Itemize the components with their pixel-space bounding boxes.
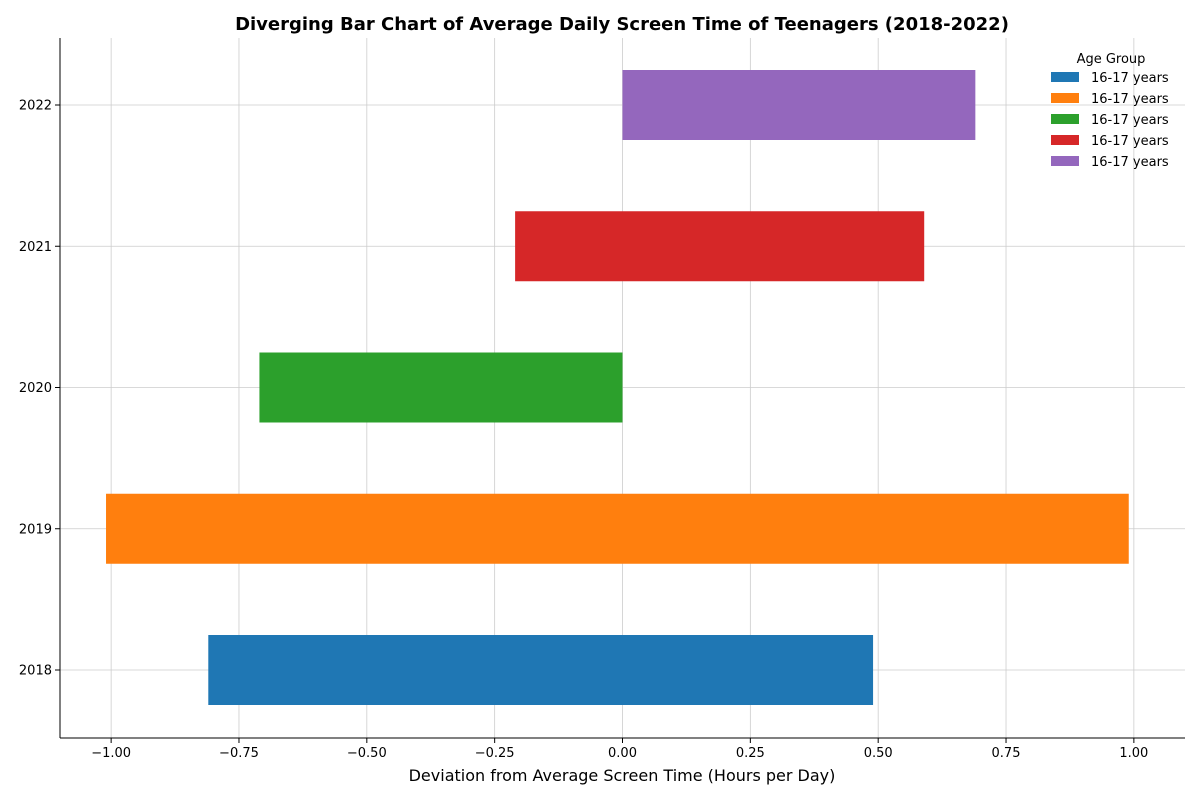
legend-swatch [1051,72,1079,82]
bar-2022 [622,70,976,140]
y-tick-label: 2021 [19,240,52,255]
x-tick-label: 0.25 [736,746,765,761]
legend-entries: 16-17 years 16-17 years 16-17 years 16-17 y… [1051,71,1169,170]
legend-swatch [1051,114,1079,124]
bar-2021 [515,211,925,282]
chart-title: Diverging Bar Chart of Average Daily Scr… [235,14,1009,35]
x-tick-label: −0.50 [347,746,387,761]
legend-swatch [1051,156,1079,166]
x-tick-label: 0.00 [608,746,637,761]
legend-label: 16-17 years [1091,155,1169,170]
legend-swatch [1051,135,1079,145]
x-tick-label: −0.25 [475,746,515,761]
axes-layer: −1.00 −0.75 −0.50 −0.25 0.00 0.25 0.50 0.75 1.00… [19,38,1185,761]
y-tick-label: 2018 [19,664,52,679]
x-tick-label: 1.00 [1119,746,1148,761]
legend-label: 16-17 years [1091,113,1169,128]
bars-layer [106,70,1129,705]
legend-label: 16-17 years [1091,92,1169,107]
bar-2020 [259,352,623,423]
y-tick-label: 2020 [19,381,52,396]
legend-title: Age Group [1077,52,1146,67]
legend-label: 16-17 years [1091,71,1169,86]
bar-2018 [208,635,874,705]
bar-2019 [106,493,1129,564]
x-tick-label: 0.75 [992,746,1021,761]
x-axis-label: Deviation from Average Screen Time (Hour… [409,766,836,785]
x-tick-label: −1.00 [91,746,131,761]
legend-swatch [1051,93,1079,103]
x-tick-label: 0.50 [864,746,893,761]
y-tick-label: 2022 [19,99,52,114]
x-tick-label: −0.75 [219,746,259,761]
legend-label: 16-17 years [1091,134,1169,149]
y-tick-label: 2019 [19,522,52,537]
